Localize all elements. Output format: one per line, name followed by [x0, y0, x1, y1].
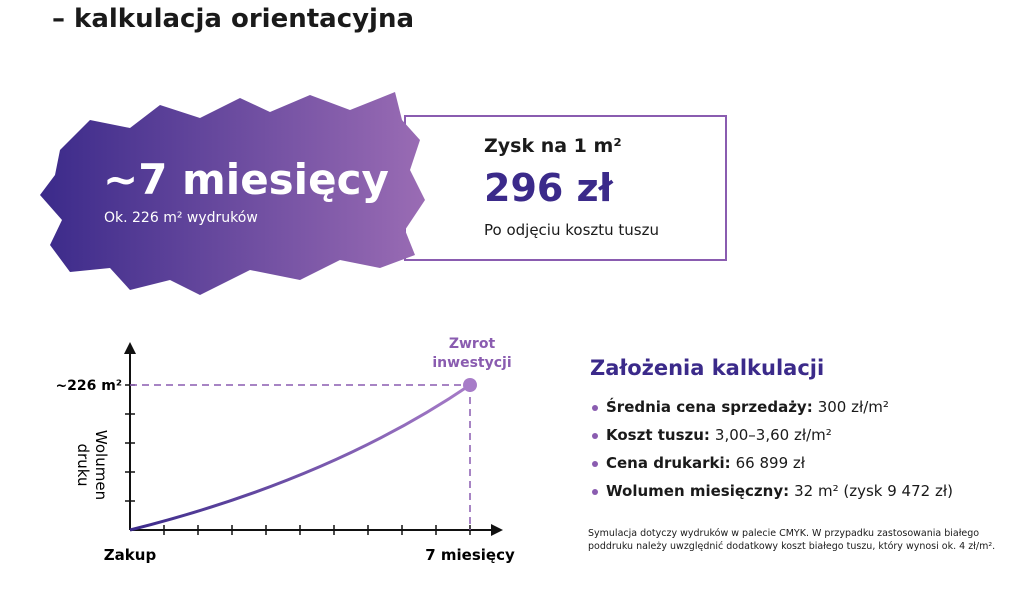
profit-value: 296 zł — [484, 166, 613, 210]
assumption-item: Średnia cena sprzedaży: 300 zł/m² — [590, 398, 953, 416]
item-label: Koszt tuszu: — [606, 426, 710, 444]
item-label: Średnia cena sprzedaży: — [606, 398, 813, 416]
item-value: 3,00–3,60 zł/m² — [714, 426, 832, 444]
assumption-item: Wolumen miesięczny: 32 m² (zysk 9 472 zł) — [590, 482, 953, 500]
axis-ticks — [125, 384, 471, 535]
footnote: Symulacja dotyczy wydruków w palecie CMY… — [588, 528, 996, 552]
y-label: druku — [74, 444, 92, 487]
title: – kalkulacja orientacyjna — [52, 4, 415, 34]
assumption-item: Cena drukarki: 66 899 zł — [590, 454, 953, 472]
item-value: 66 899 zł — [735, 454, 806, 472]
assumptions-title: Założenia kalkulacji — [590, 356, 825, 380]
assumptions-list: Średnia cena sprzedaży: 300 zł/m² Koszt tu… — [590, 398, 953, 510]
item-value: 32 m² (zysk 9 472 zł) — [794, 482, 953, 500]
x-start: Zakup — [104, 546, 157, 564]
y-label: Wolumen — [92, 430, 110, 500]
point-label: inwestycji — [432, 355, 511, 371]
item-label: Cena drukarki: — [606, 454, 731, 472]
brush-blob — [40, 92, 425, 295]
item-value: 300 zł/m² — [817, 398, 889, 416]
growth-curve — [129, 383, 471, 532]
payback-point — [463, 378, 477, 392]
x-end: 7 miesięcy — [425, 546, 515, 564]
assumption-item: Koszt tuszu: 3,00–3,60 zł/m² — [590, 426, 953, 444]
profit-note: Po odjęciu kosztu tuszu — [484, 221, 659, 239]
highlight-main: ~7 miesięcy — [103, 155, 389, 204]
point-label: Zwrot — [449, 336, 496, 352]
y-marker: ~226 m² — [55, 378, 122, 394]
highlight-sub: Ok. 226 m² wydruków — [104, 210, 258, 226]
profit-label: Zysk na 1 m² — [484, 135, 622, 157]
axes — [129, 350, 495, 531]
arrow-heads — [124, 342, 503, 536]
item-label: Wolumen miesięczny: — [606, 482, 790, 500]
guide-lines — [130, 384, 471, 530]
